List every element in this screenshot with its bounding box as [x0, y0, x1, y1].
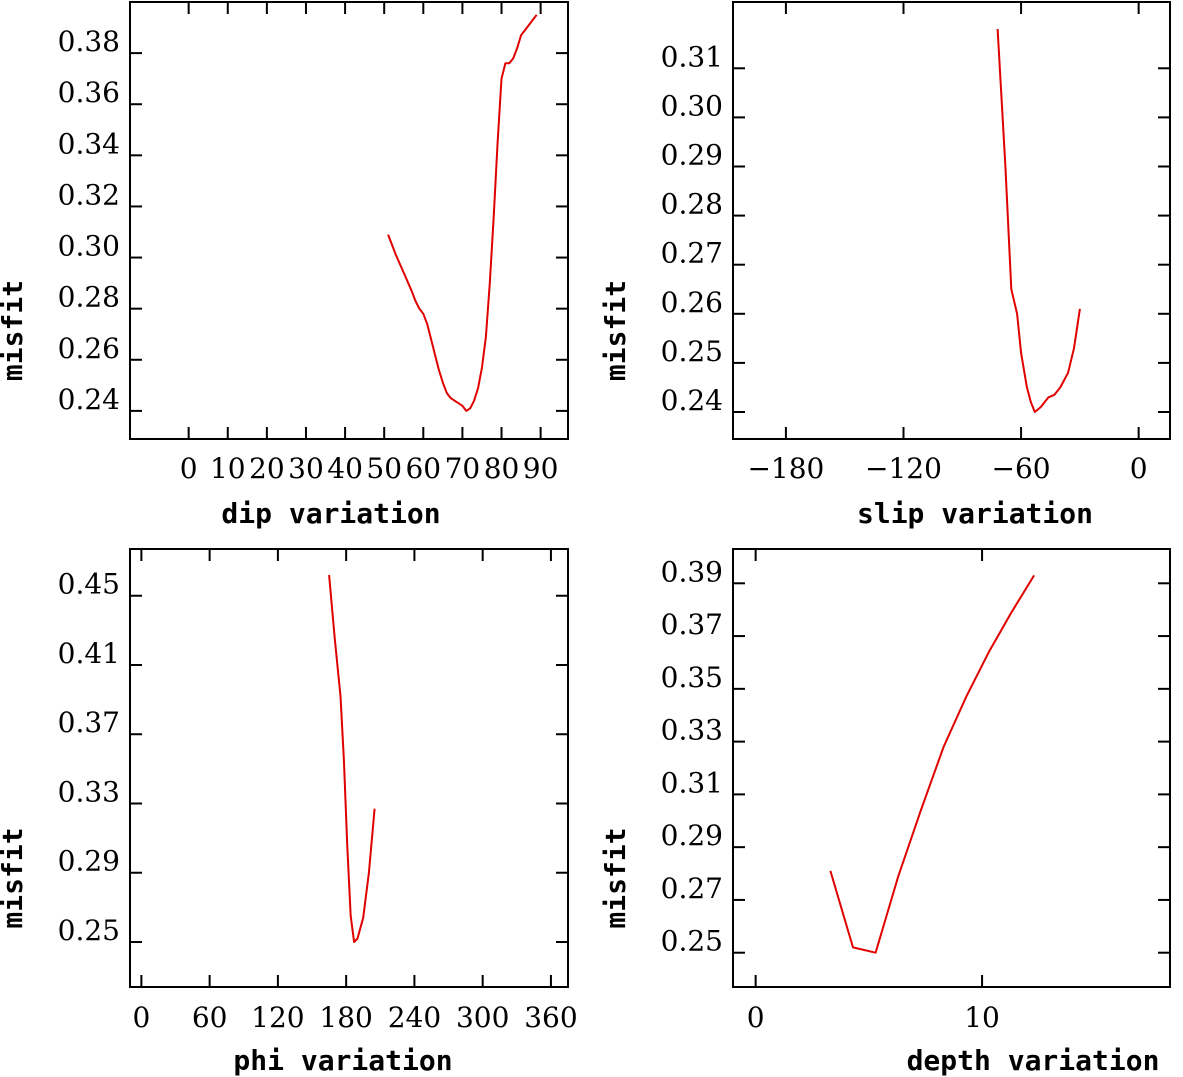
- x-tick-label: 10: [964, 1001, 1000, 1034]
- y-tick-label: 0.29: [661, 138, 723, 171]
- x-tick-label: 0: [1130, 452, 1148, 485]
- y-tick-label: 0.30: [661, 89, 723, 122]
- x-tick-label: 70: [445, 452, 481, 485]
- chart-panel-depth: 0 10 0.25 0.27 0.29 0.31 0.33 0.35 0.37 0.39 depth…: [599, 548, 1171, 1077]
- y-tick-label: 0.28: [58, 281, 120, 314]
- misfit-series-line: [996, 28, 1081, 413]
- x-tick-label: 180: [319, 1001, 372, 1034]
- plot-frame: [732, 548, 1171, 988]
- y-tick-label: 0.33: [661, 714, 723, 747]
- x-tick-label: 300: [456, 1001, 509, 1034]
- y-tick-label: 0.34: [58, 127, 120, 160]
- plot-frame: [732, 1, 1171, 440]
- x-tick-label: 0: [180, 452, 198, 485]
- y-tick-label: 0.41: [58, 637, 120, 670]
- y-tick-label: 0.29: [58, 845, 120, 878]
- x-tick-label: 60: [192, 1001, 228, 1034]
- x-tick-label: 60: [405, 452, 441, 485]
- x-axis-label: slip variation: [857, 497, 1093, 530]
- x-tick-label: 0: [747, 1001, 765, 1034]
- y-tick-label: 0.30: [58, 230, 120, 263]
- y-tick-label: 0.45: [58, 568, 120, 601]
- y-axis-label: misfit: [0, 280, 29, 381]
- misfit-series-line: [328, 574, 376, 943]
- x-tick-label: 0: [132, 1001, 150, 1034]
- x-tick-label: 50: [366, 452, 402, 485]
- y-tick-label: 0.39: [661, 555, 723, 588]
- chart-panel-slip: −180 −120 −60 0 0.24 0.25 0.26 0.27 0.28 0.29 0.30…: [599, 1, 1171, 530]
- y-tick-label: 0.24: [661, 384, 723, 417]
- y-tick-label: 0.25: [661, 925, 723, 958]
- y-tick-label: 0.31: [661, 40, 723, 73]
- y-axis-label: misfit: [599, 280, 632, 381]
- x-tick-label: −120: [865, 452, 942, 485]
- x-tick-label: 360: [524, 1001, 577, 1034]
- x-tick-label: 40: [327, 452, 363, 485]
- x-axis-label: dip variation: [221, 497, 440, 530]
- x-tick-label: 10: [210, 452, 246, 485]
- y-tick-label: 0.27: [661, 237, 723, 270]
- x-tick-label: 80: [484, 452, 520, 485]
- x-tick-label: −180: [747, 452, 824, 485]
- x-axis-label: phi variation: [233, 1044, 452, 1077]
- y-tick-label: 0.26: [58, 332, 120, 365]
- y-tick-label: 0.26: [661, 286, 723, 319]
- y-axis-label: misfit: [599, 827, 632, 928]
- misfit-series-line: [829, 574, 1035, 954]
- y-tick-label: 0.24: [58, 383, 120, 416]
- y-tick-label: 0.25: [58, 914, 120, 947]
- y-tick-label: 0.32: [58, 178, 120, 211]
- x-tick-label: 240: [388, 1001, 441, 1034]
- x-tick-label: 30: [288, 452, 324, 485]
- plot-frame: [129, 548, 569, 988]
- y-tick-label: 0.36: [58, 76, 120, 109]
- misfit-series-line: [387, 14, 538, 412]
- y-tick-label: 0.28: [661, 188, 723, 221]
- x-tick-label: 20: [249, 452, 285, 485]
- y-tick-label: 0.27: [661, 872, 723, 905]
- y-tick-label: 0.31: [661, 766, 723, 799]
- chart-panel-dip: 0 10 20 30 40 50 60 70 80 90 0.24 0.26 0.28 0.30 0.32 0…: [0, 1, 569, 530]
- y-tick-label: 0.35: [661, 661, 723, 694]
- y-axis-label: misfit: [0, 827, 29, 928]
- x-axis-label: depth variation: [907, 1044, 1160, 1077]
- x-tick-label: 90: [523, 452, 559, 485]
- chart-panel-phi: 0 60 120 180 240 300 360 0.25 0.29 0.33 0.37 0.41 0.…: [0, 548, 578, 1077]
- y-tick-label: 0.25: [661, 335, 723, 368]
- plot-frame: [129, 1, 569, 440]
- y-tick-label: 0.29: [661, 819, 723, 852]
- x-tick-label: 120: [251, 1001, 304, 1034]
- y-tick-label: 0.37: [58, 706, 120, 739]
- y-tick-label: 0.33: [58, 775, 120, 808]
- y-tick-label: 0.37: [661, 608, 723, 641]
- y-tick-label: 0.38: [58, 25, 120, 58]
- x-tick-label: −60: [992, 452, 1051, 485]
